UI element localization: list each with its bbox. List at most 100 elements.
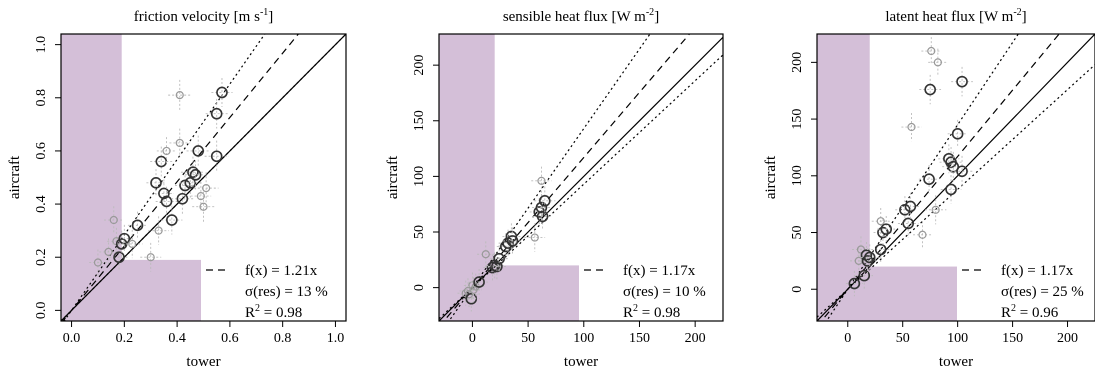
data-point <box>166 214 178 226</box>
data-point <box>537 176 546 185</box>
data-point <box>196 192 205 201</box>
y-tick-label: 150 <box>790 109 805 130</box>
data-point <box>109 215 118 225</box>
data-point <box>907 122 916 132</box>
data-point <box>956 75 968 88</box>
chart-title: sensible heat flux [W m-2] <box>503 7 659 25</box>
data-point <box>158 187 170 200</box>
data-point <box>535 201 548 214</box>
x-tick-label: 0.0 <box>63 331 81 346</box>
data-point <box>924 83 936 96</box>
data-point <box>858 269 871 282</box>
legend-fit-text: f(x) = 1.17x <box>623 263 696 279</box>
data-point <box>874 243 887 256</box>
y-tick-label: 50 <box>412 225 427 239</box>
upper-bound-line <box>825 34 1019 321</box>
data-point <box>202 184 211 193</box>
legend-r2-text: R2 = 0.96 <box>1001 303 1059 321</box>
legend-r2-text: R2 = 0.98 <box>245 303 302 321</box>
data-point <box>189 169 202 181</box>
data-point <box>505 230 518 243</box>
x-tick-label: 0.4 <box>168 331 186 346</box>
chart-title: latent heat flux [W m-2] <box>885 7 1026 25</box>
one-to-one-line <box>61 34 346 321</box>
data-point <box>880 223 893 235</box>
data-point <box>902 217 915 230</box>
x-tick-label: 150 <box>629 331 650 346</box>
data-point <box>465 292 478 305</box>
data-point <box>856 245 866 254</box>
data-point <box>154 226 163 235</box>
data-point <box>876 217 885 226</box>
x-tick-label: 0.6 <box>221 331 239 346</box>
y-tick-label: 0.0 <box>34 302 49 320</box>
data-point <box>216 86 228 99</box>
data-point <box>530 233 539 242</box>
data-point <box>863 251 876 264</box>
y-axis-label: aircraft <box>763 155 779 199</box>
plot-frame <box>816 33 1095 322</box>
legend-sigma-text: σ(res) = 13 % <box>245 284 328 300</box>
y-tick-label: 0 <box>412 284 427 291</box>
data-point <box>113 251 125 264</box>
data-point <box>493 252 505 265</box>
x-tick-label: 0.2 <box>116 331 134 346</box>
y-tick-label: 150 <box>412 110 427 131</box>
data-point <box>175 91 184 100</box>
x-axis-label: tower <box>939 354 973 370</box>
data-point <box>192 145 205 157</box>
x-tick-label: 0 <box>844 331 851 346</box>
data-point <box>118 232 131 245</box>
x-tick-label: 150 <box>1002 331 1023 346</box>
plot-area: f(x) = 1.17x σ(res) = 10 % R2 = 0.98 <box>439 34 723 321</box>
y-tick-label: 1.0 <box>34 36 49 54</box>
data-point <box>927 46 936 56</box>
data-point <box>199 202 208 211</box>
fit-line <box>62 34 300 321</box>
y-tick-label: 100 <box>412 166 427 187</box>
legend-fit-text: f(x) = 1.17x <box>1001 263 1074 279</box>
y-tick-label: 0.4 <box>34 195 49 213</box>
data-point <box>187 166 199 178</box>
x-tick-label: 0 <box>469 331 476 346</box>
legend-sigma-text: σ(res) = 10 % <box>623 284 706 300</box>
x-tick-label: 0.8 <box>274 331 292 346</box>
chart-title: friction velocity [m s-1] <box>134 7 274 25</box>
data-point <box>877 226 889 239</box>
data-point <box>93 258 103 267</box>
data-point <box>923 173 935 186</box>
data-point <box>210 150 223 163</box>
data-point <box>162 146 171 156</box>
data-point <box>918 230 927 239</box>
data-point <box>128 239 137 249</box>
legend-r2-text: R2 = 0.98 <box>623 303 680 321</box>
chart-panel-2: f(x) = 1.17x σ(res) = 10 % R2 = 0.98 0 50 100… <box>385 7 724 370</box>
legend-box <box>579 256 723 321</box>
data-point <box>160 195 173 208</box>
y-tick-label: 0.2 <box>34 248 49 266</box>
data-point <box>481 250 490 259</box>
x-tick-label: 50 <box>896 331 910 346</box>
x-tick-label: 200 <box>685 331 706 346</box>
data-point <box>945 183 957 196</box>
legend-box <box>201 256 346 321</box>
data-point <box>176 192 189 205</box>
chart-panel-1: f(x) = 1.21x σ(res) = 13 % R2 = 0.98 0.0 0.2… <box>7 7 347 370</box>
data-point <box>491 260 503 273</box>
fit-line <box>443 34 691 321</box>
legend-sigma-text: σ(res) = 25 % <box>1001 284 1084 300</box>
one-to-one-line <box>439 36 723 321</box>
data-point <box>904 200 917 213</box>
data-point <box>104 247 113 257</box>
y-tick-label: 200 <box>790 52 805 73</box>
data-point <box>933 58 942 67</box>
plot-frame <box>60 33 347 322</box>
data-point <box>956 165 968 178</box>
chart-panel-3: f(x) = 1.17x σ(res) = 25 % R2 = 0.96 0 50 100… <box>763 7 1095 370</box>
plot-area: f(x) = 1.21x σ(res) = 13 % R2 = 0.98 <box>61 34 346 321</box>
data-point <box>175 138 184 148</box>
data-point <box>146 253 155 262</box>
data-point <box>539 195 551 207</box>
legend-fit-text: f(x) = 1.21x <box>245 263 318 279</box>
data-point <box>473 276 485 288</box>
